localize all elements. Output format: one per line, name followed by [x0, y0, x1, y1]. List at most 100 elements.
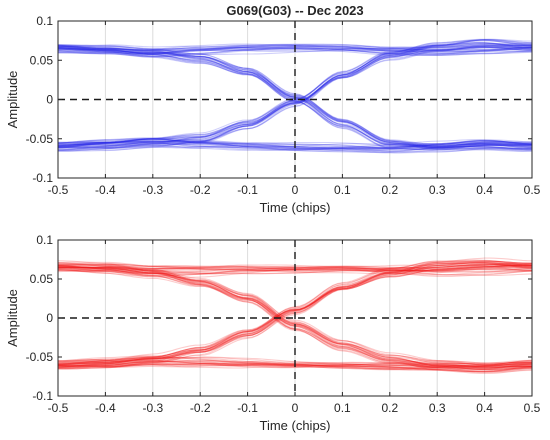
trace-series-4 [58, 44, 533, 145]
trace-series-1 [57, 44, 533, 55]
trace-series-2 [57, 139, 533, 150]
trace-series-4 [57, 262, 533, 365]
trace-series-3 [57, 266, 533, 370]
x-tick-label: 0.3 [429, 183, 446, 197]
x-tick-label: -0.5 [48, 401, 69, 415]
trace-series-4 [57, 39, 533, 145]
trace-series-4 [57, 260, 533, 362]
trace-series-4 [58, 43, 533, 151]
trace-series-1 [57, 43, 533, 55]
trace-series-4 [57, 260, 532, 368]
trace-series-4 [57, 38, 533, 144]
trace-series-3 [58, 266, 533, 365]
trace-series-2 [57, 360, 533, 369]
x-tick-label: 0.4 [476, 401, 493, 415]
x-tick-label: -0.2 [190, 183, 211, 197]
trace-series-1 [57, 266, 533, 274]
trace-series-1 [57, 43, 533, 54]
x-tick-label: 0.5 [524, 401, 541, 415]
x-tick-label: -0.3 [142, 183, 163, 197]
trace-series-4 [57, 260, 533, 366]
x-tick-label: 0.1 [334, 183, 351, 197]
trace-series-3 [57, 264, 533, 367]
trace-series-4 [57, 38, 532, 149]
y-tick-label: -0.1 [32, 389, 53, 403]
trace-series-2 [57, 137, 533, 151]
trace-series-3 [57, 264, 533, 370]
x-axis-label: Time (chips) [259, 200, 330, 215]
trace-series-4 [58, 265, 533, 370]
trace-series-4 [57, 261, 532, 367]
trace-series-3 [57, 47, 533, 148]
trace-series-3 [57, 49, 533, 149]
chart-title: G069(G03) -- Dec 2023 [226, 3, 363, 18]
trace-series-2 [57, 141, 533, 153]
trace-series-4 [57, 264, 533, 366]
trace-series-4 [57, 38, 533, 147]
y-tick-label: 0 [46, 311, 53, 325]
x-tick-label: -0.5 [48, 183, 69, 197]
trace-series-1 [57, 265, 533, 272]
x-tick-label: -0.1 [237, 183, 258, 197]
trace-series-4 [57, 40, 533, 147]
trace-series-4 [57, 46, 532, 148]
y-tick-label: -0.05 [26, 132, 54, 146]
chart-panel-1: -0.5 -0.4 -0.3 -0.2 -0.1 0 0.1 0.2 0.3 0.4 0.5 -0.1… [5, 3, 541, 215]
y-tick-label: 0.1 [36, 233, 53, 247]
x-tick-label: 0.1 [334, 401, 351, 415]
trace-series-4 [57, 260, 533, 366]
trace-series-4 [57, 39, 533, 148]
y-tick-label: 0.05 [30, 272, 54, 286]
x-tick-label: 0.2 [381, 183, 398, 197]
trace-series-1 [57, 266, 533, 275]
x-tick-label: 0 [292, 401, 299, 415]
trace-series-3 [57, 262, 533, 368]
trace-series-4 [58, 263, 533, 368]
x-tick-label: 0.2 [381, 401, 398, 415]
trace-series-2 [57, 140, 533, 150]
x-tick-label: -0.4 [95, 183, 116, 197]
trace-series-1 [57, 266, 533, 275]
trace-series-3 [57, 267, 533, 368]
trace-series-2 [57, 359, 533, 369]
x-tick-label: 0 [292, 183, 299, 197]
trace-series-2 [57, 138, 533, 152]
trace-series-2 [57, 138, 533, 151]
y-tick-label: 0.05 [30, 53, 54, 67]
trace-series-3 [57, 47, 533, 147]
trace-series-3 [57, 50, 532, 150]
x-tick-label: 0.3 [429, 401, 446, 415]
x-tick-label: -0.4 [95, 401, 116, 415]
trace-series-4 [57, 266, 533, 370]
x-tick-label: -0.1 [237, 401, 258, 415]
trace-series-4 [57, 45, 532, 147]
trace-series-2 [57, 139, 532, 153]
trace-series-3 [57, 48, 533, 147]
y-tick-label: 0 [46, 93, 53, 107]
trace-series-4 [57, 262, 532, 369]
trace-series-4 [57, 43, 533, 152]
trace-series-4 [57, 46, 532, 148]
y-axis-label: Amplitude [5, 289, 20, 347]
x-tick-label: -0.3 [142, 401, 163, 415]
y-axis-label: Amplitude [5, 71, 20, 129]
trace-series-4 [57, 43, 533, 144]
trace-series-2 [57, 142, 533, 151]
trace-series-3 [57, 269, 533, 369]
trace-series-4 [57, 261, 533, 362]
trace-series-2 [57, 144, 533, 151]
trace-series-4 [57, 257, 533, 366]
trace-series-4 [57, 267, 532, 367]
chart-panel-2: -0.5 -0.4 -0.3 -0.2 -0.1 0 0.1 0.2 0.3 0.4 0.5 -0.1… [5, 233, 541, 433]
trace-series-4 [57, 39, 533, 148]
y-tick-label: -0.1 [32, 171, 53, 185]
y-tick-label: 0.1 [36, 14, 53, 28]
x-tick-label: -0.2 [190, 401, 211, 415]
trace-series-2 [57, 139, 533, 150]
trace-series-4 [57, 41, 533, 145]
trace-series-4 [57, 264, 533, 370]
x-tick-label: 0.5 [524, 183, 541, 197]
trace-series-4 [57, 39, 533, 144]
